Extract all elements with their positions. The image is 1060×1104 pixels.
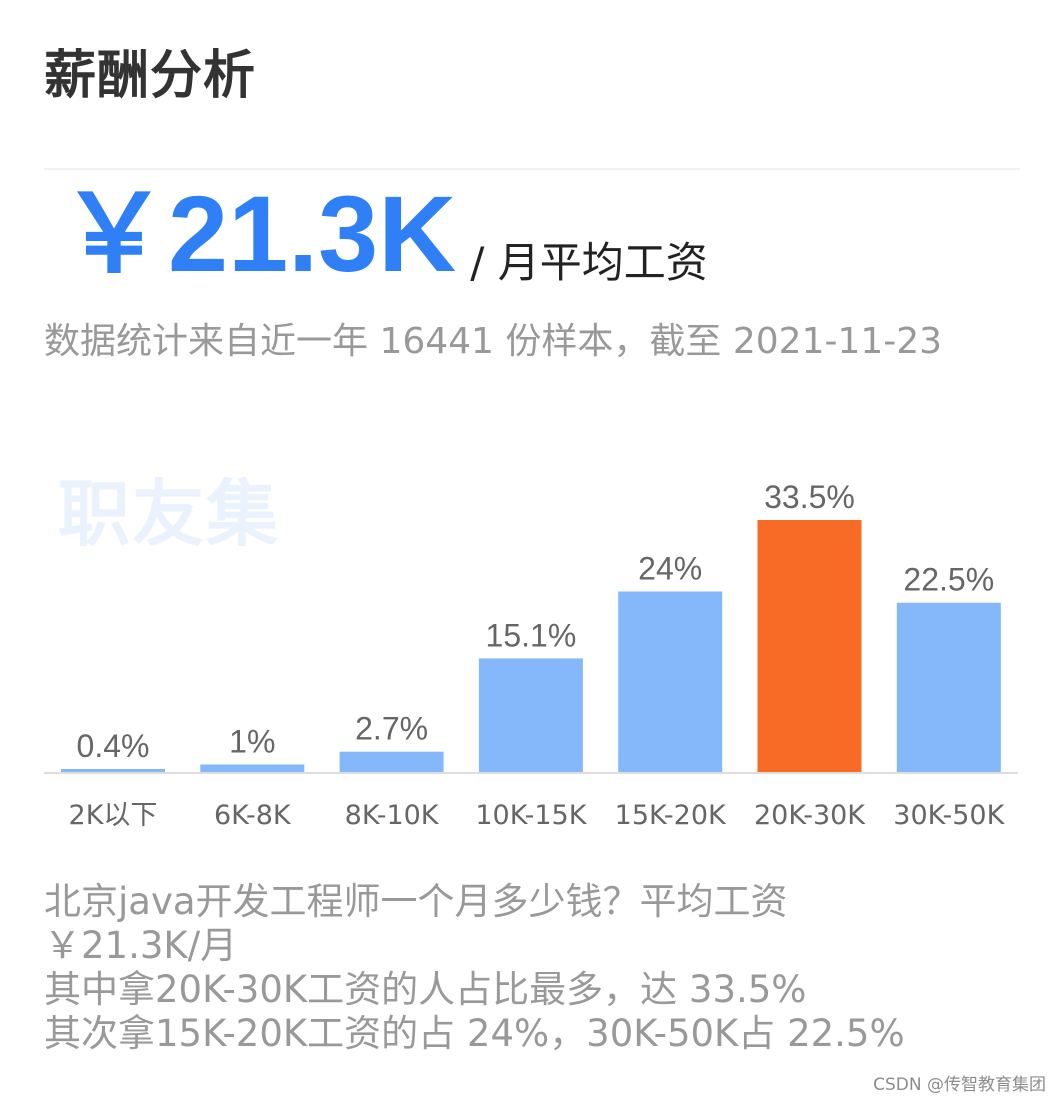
- average-salary: ￥21.3K / 月平均工资: [60, 180, 708, 288]
- category-label: 10K-15K: [475, 800, 587, 831]
- category-label: 30K-50K: [893, 800, 1005, 831]
- category-label: 2K以下: [69, 800, 158, 831]
- summary-line: ￥21.3K/月: [44, 924, 238, 967]
- bar-8K-10K: [339, 751, 444, 772]
- summary-line: 其次拿15K-20K工资的占 24%，30K-50K占 22.5%: [44, 1012, 905, 1055]
- data-label: 15.1%: [486, 617, 577, 653]
- category-label: 15K-20K: [615, 800, 727, 831]
- data-label: 22.5%: [903, 562, 994, 598]
- data-label: 24%: [638, 550, 702, 586]
- category-label: 8K-10K: [345, 800, 440, 831]
- bar-6K-8K: [200, 764, 305, 772]
- bar-10K-15K: [478, 658, 583, 772]
- bar-2K以下: [61, 768, 165, 772]
- category-label: 6K-8K: [214, 800, 292, 831]
- category-label: 20K-30K: [754, 800, 866, 831]
- watermark-logo: 职友集: [58, 472, 281, 556]
- summary-line: 北京java开发工程师一个月多少钱？平均工资: [44, 880, 788, 923]
- data-source-note: 数据统计来自近一年 16441 份样本，截至 2021-11-23: [44, 321, 943, 362]
- data-label: 1%: [229, 723, 275, 759]
- bar-15K-20K: [618, 591, 723, 772]
- data-label: 33.5%: [764, 479, 855, 515]
- summary-line: 其中拿20K-30K工资的人占比最多，达 33.5%: [44, 968, 807, 1011]
- summary-text: 北京java开发工程师一个月多少钱？平均工资 ￥21.3K/月 其中拿20K-3…: [44, 880, 1034, 1056]
- data-label: 0.4%: [77, 728, 150, 764]
- salary-distribution-chart: 0.4% 2K以下 1% 6K-8K 2.7% 8K-10K 15.1% 10K-15K 24%…: [44, 479, 1018, 831]
- bar-30K-50K: [896, 602, 1001, 772]
- footer-credit: CSDN @传智教育集团: [873, 1075, 1046, 1095]
- bar-20K-30K: [757, 520, 862, 772]
- average-salary-value: ￥21.3K: [60, 173, 457, 294]
- page-title: 薪酬分析: [44, 46, 257, 106]
- average-salary-unit: / 月平均工资: [470, 238, 708, 287]
- divider: [44, 168, 1020, 170]
- data-label: 2.7%: [355, 711, 428, 747]
